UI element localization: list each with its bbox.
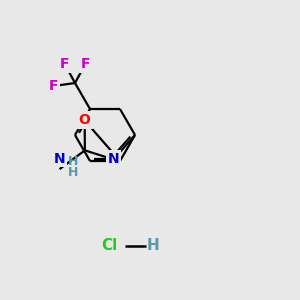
Text: F: F [81, 56, 90, 70]
Text: F: F [60, 56, 69, 70]
Text: Cl: Cl [101, 238, 118, 253]
Text: F: F [49, 79, 58, 93]
Text: N: N [108, 152, 119, 167]
Text: H: H [68, 155, 78, 168]
Text: H: H [147, 238, 159, 253]
Text: H: H [68, 166, 78, 178]
Text: N: N [54, 152, 65, 166]
Text: O: O [79, 113, 91, 128]
